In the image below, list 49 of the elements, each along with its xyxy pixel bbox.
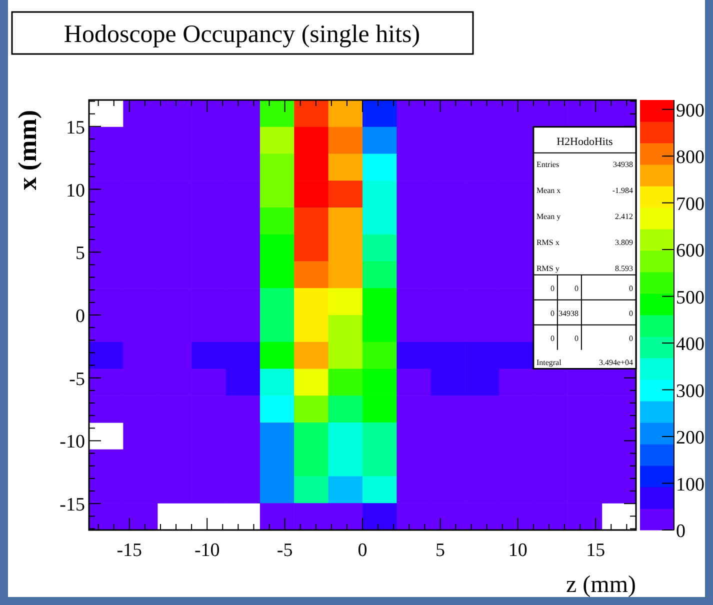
x-tick-label: -5 [276,540,293,561]
annotation: 8.593 [615,264,633,273]
annotation: 34938 [613,160,633,169]
color-bar-label: 900 [676,100,704,122]
annotation: 0 [629,308,633,318]
color-bar-label: 700 [676,194,704,215]
annotation: 0 [629,284,633,293]
color-bar-label: 200 [676,428,704,449]
annotation: RMS y [536,264,560,273]
x-axis-title: z (mm) [566,572,636,598]
annotation: Mean y [536,212,561,221]
x-tick-label: 15 [586,540,606,561]
x-tick-label: -15 [116,540,142,561]
color-bar-label: 100 [676,474,704,496]
annotation: 0 [550,308,554,318]
annotation: Integral [536,358,562,367]
annotation: 0 [629,334,633,343]
chart-title: Hodoscope Occupancy (single hits) [64,21,420,48]
y-axis-title: x (mm) [13,110,42,190]
annotation: Mean x [536,186,561,195]
y-tick-label: -10 [60,432,85,453]
annotation: 2.412 [615,212,633,221]
color-bar-label: 600 [676,240,704,262]
y-tick-label: -15 [60,494,85,516]
color-bar-label: 0 [676,521,686,542]
annotation: RMS x [536,238,560,247]
annotation: 3.494e+04 [598,358,633,367]
y-tick-label: 5 [76,243,85,264]
color-bar-label: 400 [676,334,704,356]
color-bar-label: 500 [676,287,704,308]
annotation: 34938 [558,308,578,318]
color-bar-label: 800 [676,147,704,168]
annotation: 0 [574,284,578,293]
y-tick-label: 0 [76,306,85,327]
color-bar-label: 300 [676,380,704,402]
y-tick-label: 15 [66,117,85,138]
x-tick-label: -10 [194,540,220,561]
x-tick-label: 0 [358,540,368,561]
y-tick-label: -5 [69,368,85,390]
annotation: H2HodoHits [556,136,613,148]
y-tick-label: 10 [66,180,85,202]
annotation: -1.984 [612,186,633,195]
annotation: 3.809 [615,238,633,247]
x-tick-label: 5 [435,540,445,561]
annotation: Entries [536,160,560,169]
annotation: 0 [550,284,554,293]
annotation: 0 [550,334,554,343]
annotation: 0 [574,334,578,343]
x-tick-label: 10 [508,540,528,561]
